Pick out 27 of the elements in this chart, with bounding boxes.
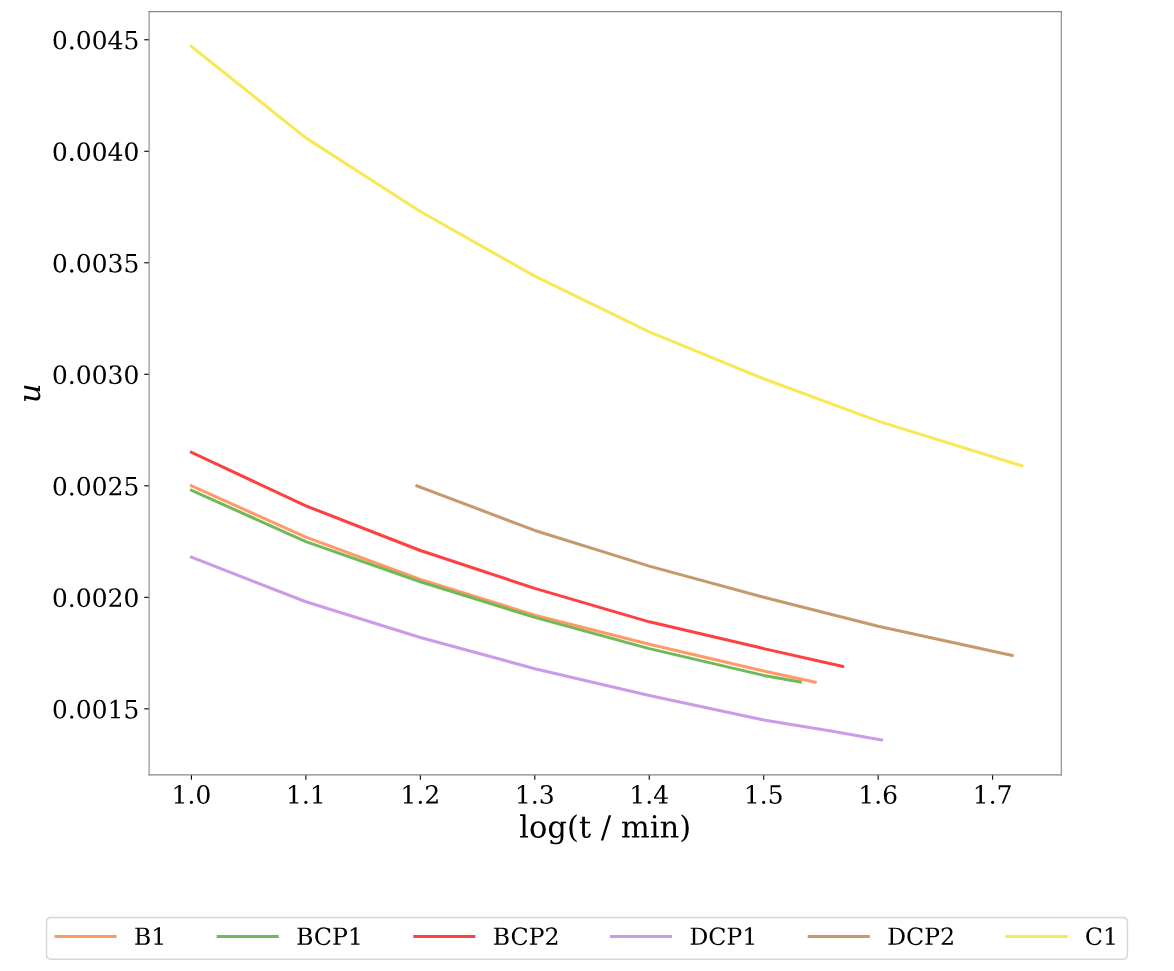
line-series [415, 484, 1014, 657]
legend-label: C1 [1086, 927, 1115, 946]
x-tick-label: 1.3 [517, 785, 553, 804]
legend-label: B1 [135, 927, 163, 945]
y-axis-title: u [24, 385, 41, 401]
y-tick-label: 0.0030 [53, 365, 138, 385]
x-tick-label: 1.6 [861, 785, 897, 804]
x-axis-title: log(t / min) [520, 814, 689, 845]
line-series [189, 450, 845, 668]
line-series [189, 555, 884, 742]
legend-label: BCP1 [297, 927, 360, 946]
x-tick-label: 1.1 [289, 785, 323, 804]
y-tick-label: 0.0020 [53, 588, 138, 608]
line-series [189, 44, 1024, 468]
legend-label: BCP2 [494, 927, 558, 946]
x-tick-label: 1.0 [174, 785, 210, 804]
y-tick-label: 0.0040 [53, 142, 138, 162]
x-tick-label: 1.5 [746, 785, 782, 804]
y-tick-label: 0.0035 [53, 253, 138, 273]
y-tick-label: 0.0015 [53, 699, 138, 719]
y-tick-label: 0.0025 [53, 476, 138, 496]
y-tick-label: 0.0045 [53, 30, 138, 50]
legend-label: DCP2 [888, 927, 953, 946]
legend-label: DCP1 [690, 927, 754, 946]
x-tick-label: 1.7 [975, 785, 1011, 804]
x-tick-label: 1.2 [403, 785, 438, 804]
x-tick-label: 1.4 [632, 785, 668, 804]
